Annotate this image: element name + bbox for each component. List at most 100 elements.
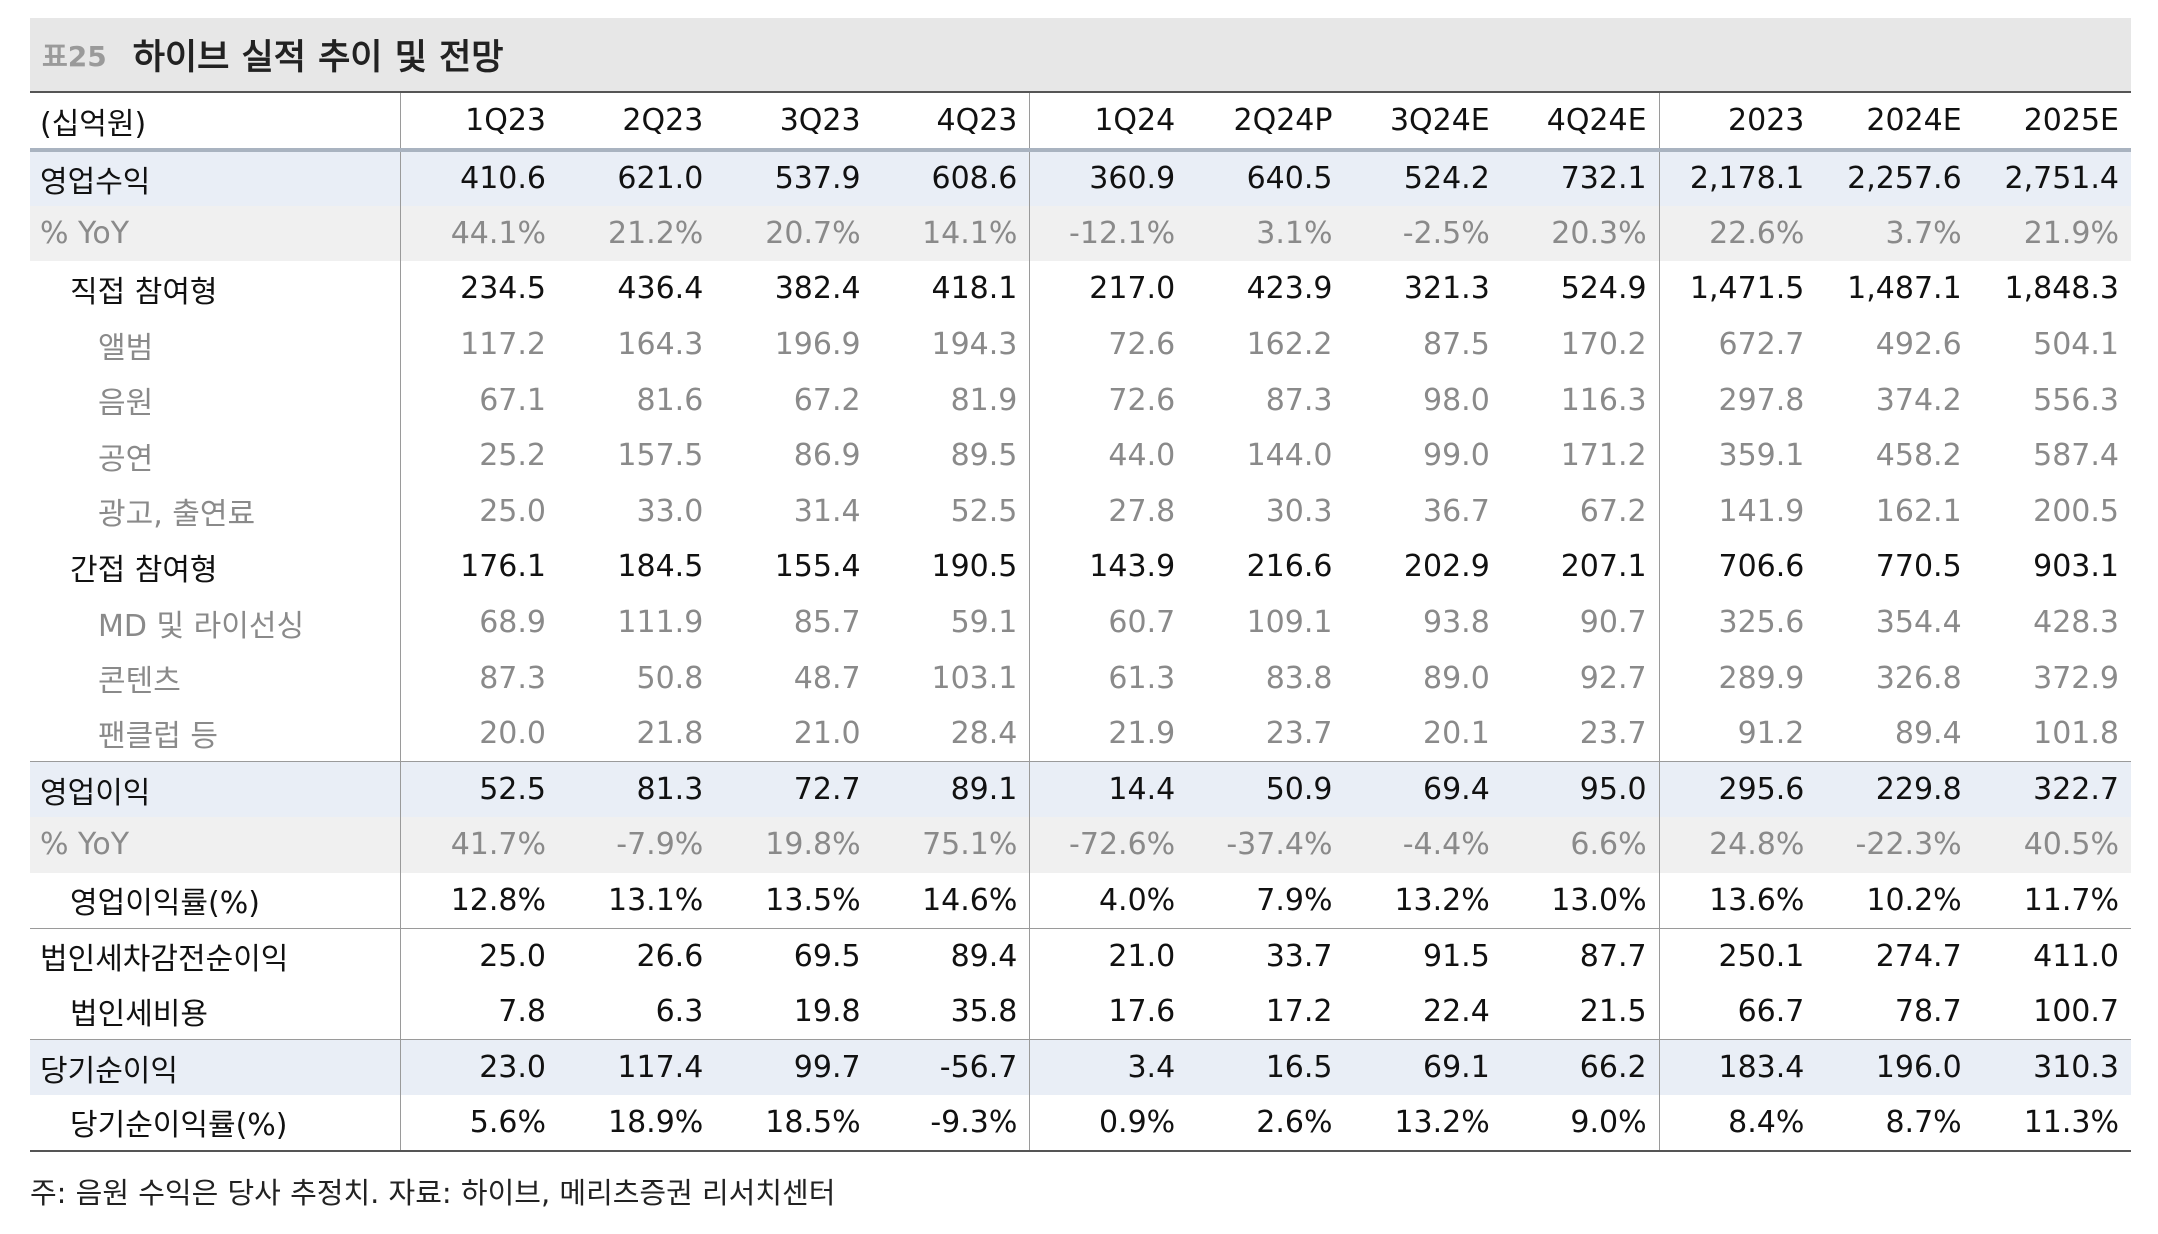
table-cell: 672.7 bbox=[1718, 327, 1805, 363]
table-cell: 26.6 bbox=[558, 927, 716, 984]
table-cell: 9.0% bbox=[1501, 1095, 1660, 1152]
table-row: 콘텐츠 87.3 50.8 48.7 103.1 61.3 83.8 89.0 92.7 289.… bbox=[30, 650, 2131, 706]
table-row: 영업수익 410.6 621.0 537.9 608.6 360.9 640.5 524.2 7… bbox=[30, 150, 2131, 206]
table-cell: 229.8 bbox=[1816, 761, 1974, 818]
table-cell: 325.6 bbox=[1718, 605, 1805, 641]
table-cell: 297.8 bbox=[1718, 382, 1805, 418]
table-cell: 20.3% bbox=[1501, 205, 1660, 262]
table-cell: 458.2 bbox=[1875, 438, 1962, 474]
table-cell: 87.3 bbox=[1265, 382, 1333, 418]
table-cell: 12.8% bbox=[450, 882, 546, 918]
table-cell: 6.6% bbox=[1501, 817, 1660, 873]
table-cell: 92.7 bbox=[1501, 650, 1660, 706]
table-cell: 50.9 bbox=[1187, 761, 1345, 818]
table-cell: 20.1 bbox=[1422, 715, 1490, 751]
table-cell: 109.1 bbox=[1246, 605, 1333, 641]
table-cell: 89.4 bbox=[872, 927, 1031, 984]
table-cell: 21.0 bbox=[1029, 927, 1188, 984]
table-cell: 162.2 bbox=[1246, 327, 1333, 363]
table-cell: 2.6% bbox=[1187, 1095, 1345, 1152]
table-cell: 72.6 bbox=[1108, 327, 1176, 363]
table-row: 팬클럽 등 20.0 21.8 21.0 28.4 21.9 23.7 20.1 23.7 91.… bbox=[30, 705, 2131, 762]
table-cell: 67.1 bbox=[479, 382, 546, 418]
table-cell: 89.0 bbox=[1422, 660, 1490, 696]
table-cell: 7.9% bbox=[1256, 882, 1333, 918]
table-cell: 8.7% bbox=[1816, 1095, 1974, 1152]
table-cell: 2,257.6 bbox=[1816, 150, 1974, 206]
table-cell: 59.1 bbox=[872, 594, 1031, 651]
table-cell: 436.4 bbox=[617, 271, 704, 307]
table-cell: 411.0 bbox=[1973, 927, 2131, 984]
table-cell: 99.7 bbox=[715, 1039, 873, 1096]
column-header: 1Q24 bbox=[1029, 91, 1188, 152]
table-cell: 24.8% bbox=[1659, 817, 1817, 873]
row-label: 광고, 출연료 bbox=[30, 483, 402, 540]
row-label: 법인세비용 bbox=[30, 983, 402, 1040]
row-label: 법인세차감전순이익 bbox=[30, 927, 402, 984]
table-body: 영업수익 410.6 621.0 537.9 608.6 360.9 640.5 524.2 7… bbox=[30, 150, 2131, 1152]
footnote: 주: 음원 수익은 당사 추정치. 자료: 하이브, 메리츠증권 리서치센터 bbox=[30, 1176, 836, 1210]
table-cell: 66.2 bbox=[1501, 1039, 1660, 1096]
row-label: 공연 bbox=[30, 427, 402, 484]
table-cell: 7.8 bbox=[498, 993, 546, 1029]
table-cell: 640.5 bbox=[1187, 150, 1345, 206]
table-cell: 101.8 bbox=[2033, 715, 2119, 751]
table-cell: -22.3% bbox=[1816, 817, 1974, 873]
table-cell: 11.3% bbox=[1973, 1095, 2131, 1152]
table-cell: 176.1 bbox=[460, 549, 546, 585]
column-header: 2Q23 bbox=[558, 91, 716, 152]
table-cell: 372.9 bbox=[2033, 660, 2119, 696]
table-row: 공연 25.2 157.5 86.9 89.5 44.0 144.0 99.0 171.2 359… bbox=[30, 427, 2131, 484]
table-cell: 14.4 bbox=[1029, 761, 1188, 818]
table-cell: 98.0 bbox=[1422, 382, 1490, 418]
table-cell: 87.7 bbox=[1501, 927, 1660, 984]
table-cell: 196.9 bbox=[774, 327, 861, 363]
column-header: 4Q24E bbox=[1501, 91, 1660, 152]
column-header: 1Q23 bbox=[400, 91, 558, 152]
table-cell: -56.7 bbox=[872, 1039, 1031, 1096]
row-label: % YoY bbox=[30, 817, 402, 873]
table-cell: 190.5 bbox=[872, 539, 1031, 595]
row-label: 음원 bbox=[30, 372, 402, 428]
table-cell: 111.9 bbox=[617, 605, 704, 641]
table-cell: 418.1 bbox=[872, 261, 1031, 317]
table-cell: 81.3 bbox=[558, 761, 716, 818]
table-cell: 171.2 bbox=[1501, 427, 1660, 484]
table-cell: 78.7 bbox=[1894, 993, 1962, 1029]
table-cell: 537.9 bbox=[715, 150, 873, 206]
table-cell: 89.5 bbox=[872, 427, 1031, 484]
table-cell: 75.1% bbox=[872, 817, 1031, 873]
table-cell: 69.1 bbox=[1344, 1039, 1502, 1096]
table-cell: -7.9% bbox=[558, 817, 716, 873]
table-cell: 44.0 bbox=[1108, 438, 1176, 474]
table-row: % YoY 41.7% -7.9% 19.8% 75.1% -72.6% -37.4% -4.… bbox=[30, 817, 2131, 873]
table-cell: 17.6 bbox=[1108, 993, 1176, 1029]
table-row: 영업이익률(%) 12.8% 13.1% 13.5% 14.6% 4.0% 7.9% 13.2… bbox=[30, 872, 2131, 929]
table-cell: 202.9 bbox=[1403, 549, 1490, 585]
table-cell: 95.0 bbox=[1501, 761, 1660, 818]
table-cell: 289.9 bbox=[1718, 660, 1805, 696]
table-cell: 13.2% bbox=[1344, 1095, 1502, 1152]
column-header: 2Q24P bbox=[1187, 91, 1345, 152]
table-cell: -2.5% bbox=[1344, 205, 1502, 262]
table-cell: 20.0 bbox=[479, 715, 546, 751]
table-cell: 18.5% bbox=[715, 1095, 873, 1152]
table-cell: 21.0 bbox=[793, 715, 861, 751]
table-cell: 354.4 bbox=[1875, 605, 1962, 641]
table-cell: 162.1 bbox=[1875, 493, 1962, 529]
table-cell: 13.5% bbox=[765, 882, 861, 918]
table-cell: 31.4 bbox=[793, 493, 861, 529]
table-cell: 61.3 bbox=[1108, 660, 1176, 696]
table-cell: 0.9% bbox=[1029, 1095, 1188, 1152]
row-label: 당기순이익률(%) bbox=[30, 1095, 402, 1152]
table-cell: 69.4 bbox=[1344, 761, 1502, 818]
table-row: 음원 67.1 81.6 67.2 81.9 72.6 87.3 98.0 116.3 297.8… bbox=[30, 372, 2131, 428]
table-cell: 44.1% bbox=[400, 205, 558, 262]
table-cell: 360.9 bbox=[1029, 150, 1188, 206]
table-cell: 141.9 bbox=[1718, 493, 1805, 529]
table-cell: 69.5 bbox=[715, 927, 873, 984]
table-cell: 40.5% bbox=[1973, 817, 2131, 873]
table-cell: 556.3 bbox=[2033, 382, 2119, 418]
table-cell: 423.9 bbox=[1246, 271, 1333, 307]
table-cell: 25.0 bbox=[400, 927, 558, 984]
